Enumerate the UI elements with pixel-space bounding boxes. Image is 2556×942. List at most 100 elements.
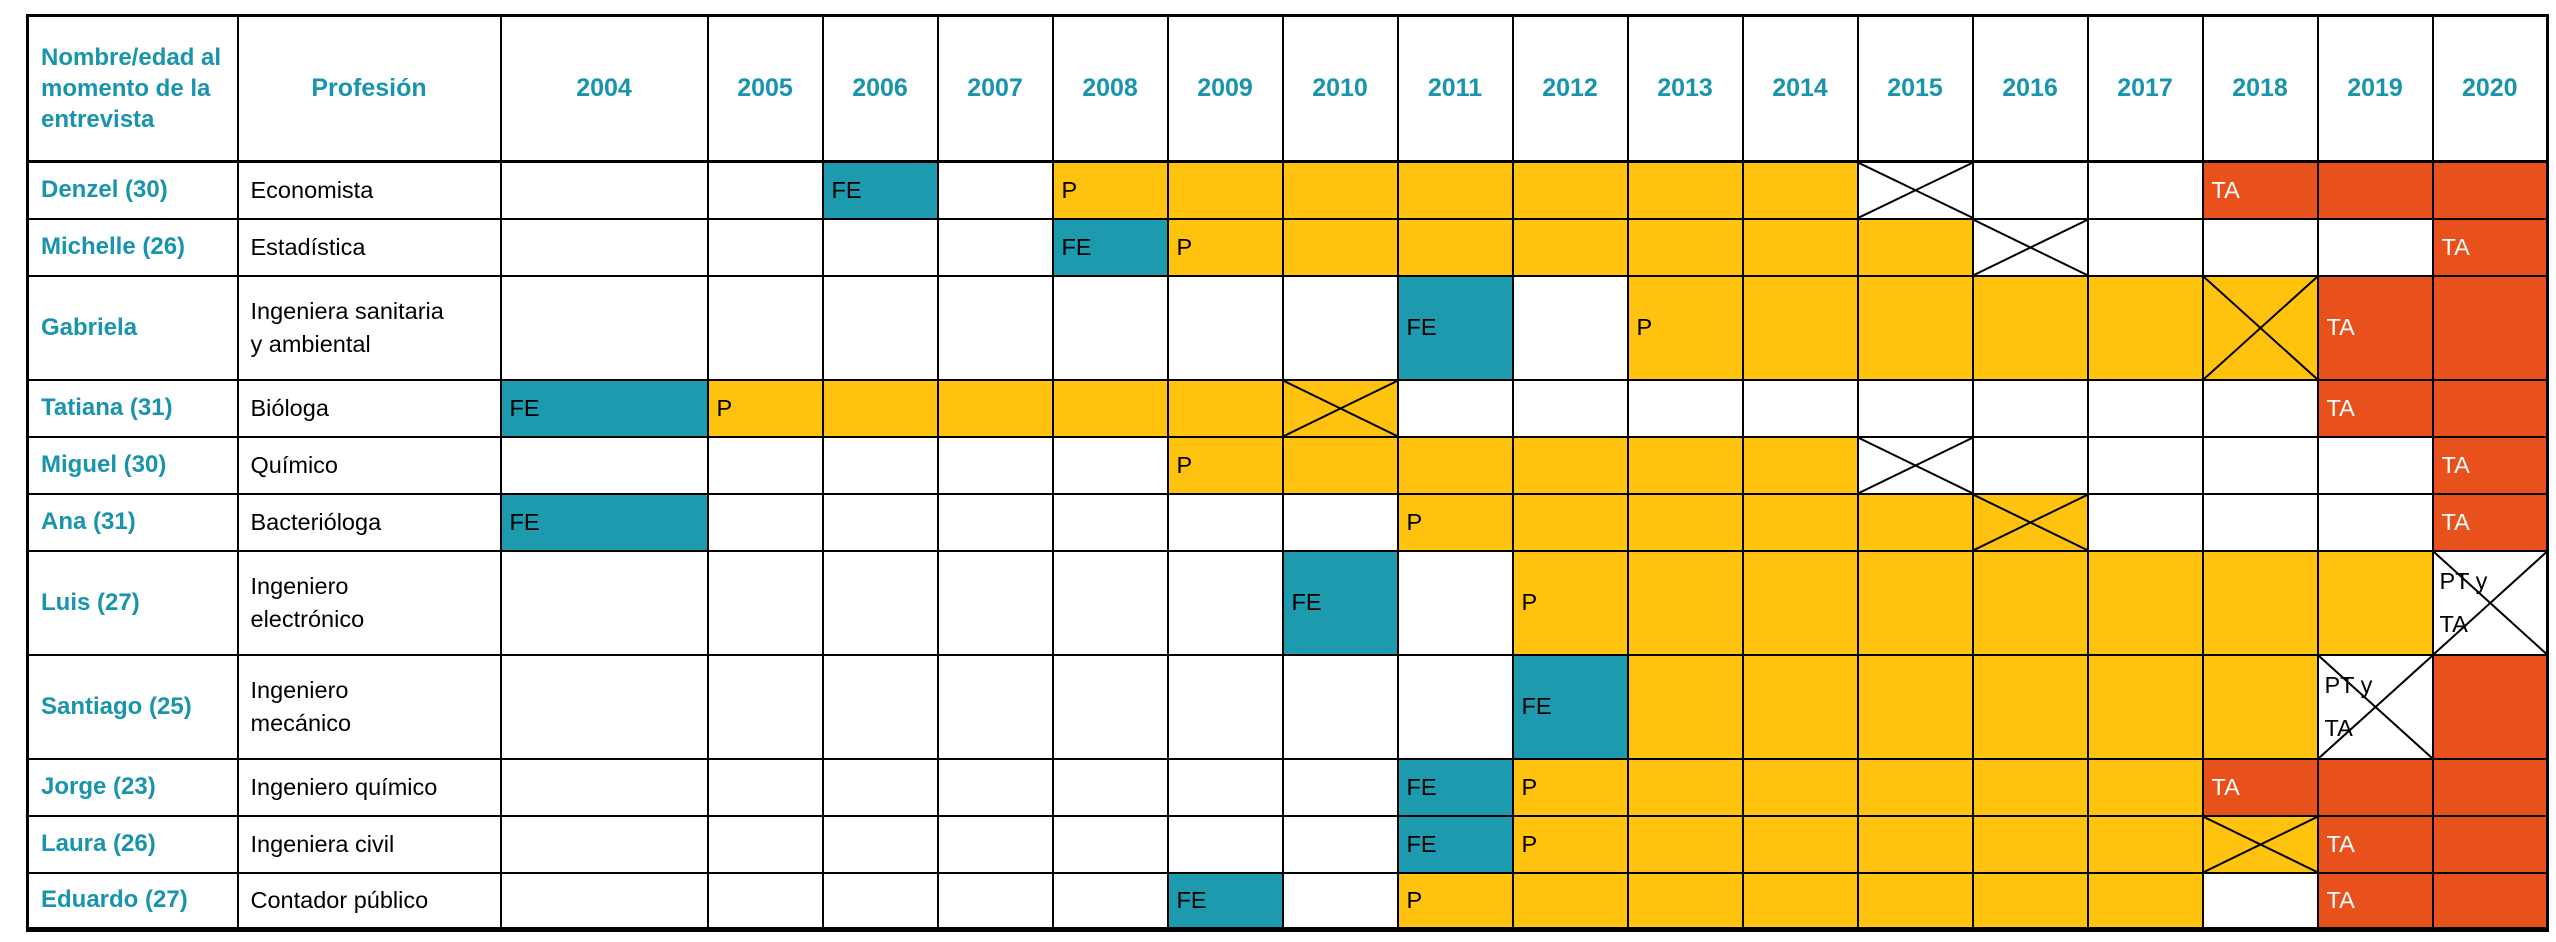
cell-label: FE [509,508,540,535]
year-cell-2016 [1971,653,2089,760]
header-year-2010: 2010 [1281,14,1399,163]
cell-label: P [1636,314,1653,340]
year-cell-2016 [1971,274,2089,381]
x-mark-icon [1284,381,1397,436]
year-cell-2011 [1396,435,1514,495]
year-cell-2014 [1741,274,1859,381]
x-mark-icon [2319,656,2432,758]
year-cell-2010: FE [1281,549,1399,656]
year-cell-2010 [1281,274,1399,381]
year-cell-2014 [1741,378,1859,438]
header-year-2008: 2008 [1051,14,1169,163]
year-cell-2017 [2086,871,2204,931]
year-cell-2006 [821,217,939,277]
year-cell-2009: P [1166,217,1284,277]
year-cell-2008 [1051,653,1169,760]
year-cell-2007 [936,653,1054,760]
cell-label: P [1406,886,1423,913]
row-name: Ana (31) [26,492,239,552]
row-name: Gabriela [26,274,239,381]
year-cell-2016 [1971,435,2089,495]
table-row: Laura (26) Ingeniera civil FE P TA [26,814,2549,874]
x-mark-icon [2204,817,2317,872]
year-cell-2020: TA [2431,492,2549,552]
year-cell-2007 [936,492,1054,552]
year-cell-2017 [2086,378,2204,438]
x-mark-icon [1974,220,2087,275]
row-profession: Ingeniera sanitaria y ambiental [236,274,502,381]
year-cell-2018 [2201,871,2319,931]
year-cell-2005 [706,160,824,220]
cell-label: P [1061,176,1078,203]
cell-label: FE [831,176,862,203]
year-cell-2016 [1971,871,2089,931]
year-cell-2018 [2201,653,2319,760]
year-cell-2015 [1856,160,1974,220]
header-year-2018: 2018 [2201,14,2319,163]
row-name: Tatiana (31) [26,378,239,438]
year-cell-2013 [1626,435,1744,495]
year-cell-2011: P [1396,492,1514,552]
year-cell-2015 [1856,274,1974,381]
year-cell-2006 [821,653,939,760]
table-body: Denzel (30) Economista FE P TA Michelle (26) E… [26,160,2549,931]
year-cell-2012: P [1511,757,1629,817]
table-row: Tatiana (31) Bióloga FE P TA [26,378,2549,438]
year-cell-2017 [2086,435,2204,495]
row-name: Santiago (25) [26,653,239,760]
year-cell-2007 [936,160,1054,220]
year-cell-2016 [1971,757,2089,817]
year-cell-2006 [821,814,939,874]
year-cell-2017 [2086,274,2204,381]
year-cell-2015 [1856,549,1974,656]
year-cell-2015 [1856,217,1974,277]
year-cell-2010 [1281,814,1399,874]
year-cell-2009 [1166,814,1284,874]
cell-label: P [1521,589,1538,615]
year-cell-2014 [1741,435,1859,495]
year-cell-2018 [2201,814,2319,874]
year-cell-2014 [1741,549,1859,656]
header-year-2019: 2019 [2316,14,2434,163]
year-cell-2005 [706,871,824,931]
year-cell-2013 [1626,217,1744,277]
year-cell-2012: P [1511,814,1629,874]
header-year-2004: 2004 [499,14,709,163]
row-name: Miguel (30) [26,435,239,495]
cell-label: TA [2326,830,2355,857]
cell-label: TA [2441,451,2470,478]
year-cell-2020 [2431,378,2549,438]
cell-label: P [1176,451,1193,478]
cell-label: FE [1406,830,1437,857]
cell-line: TA [2324,714,2353,741]
year-cell-2004: FE [499,378,709,438]
year-cell-2020: TA [2431,217,2549,277]
cell-label: TA [2326,314,2355,340]
year-cell-2007 [936,757,1054,817]
year-cell-2004 [499,871,709,931]
year-cell-2009 [1166,653,1284,760]
year-cell-2019 [2316,549,2434,656]
year-cell-2005 [706,435,824,495]
year-cell-2007 [936,274,1054,381]
year-cell-2011: P [1396,871,1514,931]
year-cell-2014 [1741,160,1859,220]
year-cell-2019 [2316,160,2434,220]
year-cell-2008 [1051,378,1169,438]
year-cell-2013 [1626,378,1744,438]
year-cell-2009 [1166,274,1284,381]
header-profession-col: Profesión [236,14,502,163]
x-mark-icon [1859,163,1972,218]
year-cell-2019 [2316,757,2434,817]
year-cell-2004: FE [499,492,709,552]
year-cell-2015 [1856,871,1974,931]
year-cell-2007 [936,549,1054,656]
cell-label: FE [1521,693,1552,719]
table-row: Ana (31) Bacterióloga FE P TA [26,492,2549,552]
year-cell-2020 [2431,757,2549,817]
cell-label: P [1521,773,1538,800]
year-cell-2005 [706,757,824,817]
year-cell-2009: FE [1166,871,1284,931]
year-cell-2008 [1051,435,1169,495]
